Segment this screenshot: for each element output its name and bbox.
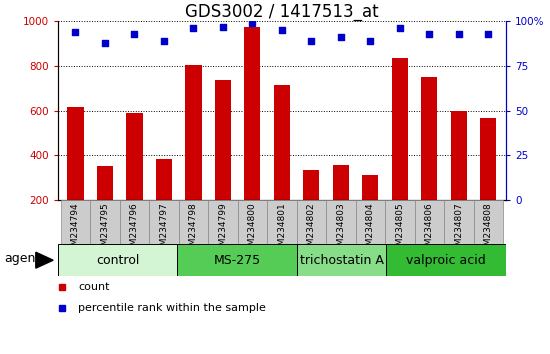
Text: GSM234808: GSM234808: [484, 202, 493, 257]
Point: [307, 38, 316, 44]
Text: GSM234796: GSM234796: [130, 202, 139, 257]
Bar: [120, 200, 149, 244]
Bar: [58, 244, 177, 276]
Polygon shape: [36, 252, 53, 268]
Bar: [444, 200, 474, 244]
Text: GSM234804: GSM234804: [366, 202, 375, 257]
Point: [425, 31, 434, 36]
Bar: [450, 110, 467, 245]
Point: [71, 29, 80, 35]
Bar: [385, 200, 415, 244]
Bar: [238, 200, 267, 244]
Bar: [333, 165, 349, 245]
Bar: [60, 200, 90, 244]
Text: GSM234800: GSM234800: [248, 202, 257, 257]
Text: control: control: [96, 254, 139, 267]
Text: MS-275: MS-275: [213, 254, 261, 267]
Text: trichostatin A: trichostatin A: [300, 254, 383, 267]
Bar: [274, 85, 290, 245]
Bar: [185, 65, 201, 245]
Bar: [179, 200, 208, 244]
Point: [395, 25, 404, 31]
Bar: [208, 200, 238, 244]
Text: GSM234802: GSM234802: [307, 202, 316, 257]
Point: [454, 31, 463, 36]
Bar: [415, 200, 444, 244]
Bar: [90, 200, 120, 244]
Point: [189, 25, 198, 31]
Point: [160, 38, 168, 44]
Point: [218, 24, 227, 29]
Text: GSM234803: GSM234803: [337, 202, 345, 257]
Text: count: count: [78, 282, 109, 292]
Text: GSM234805: GSM234805: [395, 202, 404, 257]
Bar: [156, 159, 172, 245]
Bar: [392, 58, 408, 245]
Bar: [387, 244, 506, 276]
Text: valproic acid: valproic acid: [406, 254, 486, 267]
Title: GDS3002 / 1417513_at: GDS3002 / 1417513_at: [185, 3, 379, 21]
Text: GSM234801: GSM234801: [277, 202, 287, 257]
Bar: [149, 200, 179, 244]
Text: GSM234799: GSM234799: [218, 202, 227, 257]
Bar: [215, 80, 231, 245]
Bar: [297, 244, 387, 276]
Text: GSM234798: GSM234798: [189, 202, 198, 257]
Text: agent: agent: [4, 252, 41, 265]
Text: GSM234807: GSM234807: [454, 202, 463, 257]
Text: percentile rank within the sample: percentile rank within the sample: [78, 303, 266, 313]
Text: GSM234795: GSM234795: [101, 202, 109, 257]
Point: [130, 31, 139, 36]
Bar: [480, 119, 497, 245]
Point: [337, 34, 345, 40]
Bar: [421, 77, 437, 245]
Bar: [303, 170, 320, 245]
Bar: [177, 244, 297, 276]
Bar: [326, 200, 356, 244]
Bar: [244, 27, 261, 245]
Bar: [126, 113, 142, 245]
Bar: [67, 107, 84, 245]
Point: [484, 31, 493, 36]
Point: [277, 27, 286, 33]
Point: [101, 40, 109, 46]
Bar: [356, 200, 385, 244]
Text: GSM234797: GSM234797: [160, 202, 168, 257]
Point: [248, 20, 257, 26]
Bar: [97, 166, 113, 245]
Text: GSM234794: GSM234794: [71, 202, 80, 257]
Bar: [362, 176, 378, 245]
Text: GSM234806: GSM234806: [425, 202, 434, 257]
Bar: [267, 200, 296, 244]
Bar: [474, 200, 503, 244]
Point: [366, 38, 375, 44]
Bar: [296, 200, 326, 244]
